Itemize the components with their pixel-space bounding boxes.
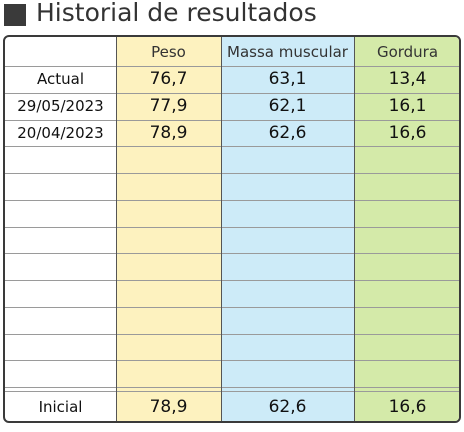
value-cell: 16,6	[388, 122, 427, 143]
row-line	[5, 334, 459, 335]
row-label: Actual	[37, 70, 84, 89]
row-line	[5, 227, 459, 228]
value-cell: 62,1	[268, 96, 307, 117]
row-line	[5, 146, 459, 147]
value-cell: 77,9	[149, 96, 188, 117]
row-label: 20/04/2023	[17, 123, 104, 142]
value-cell: 76,7	[149, 69, 188, 90]
row-line	[5, 253, 459, 254]
title: Historial de resultados	[36, 0, 317, 27]
column-background	[221, 37, 354, 421]
column-line	[354, 37, 355, 421]
title-icon	[4, 4, 26, 26]
row-line	[5, 280, 459, 281]
column-line	[221, 37, 222, 421]
row-line	[5, 387, 459, 388]
value-cell: 63,1	[268, 69, 307, 90]
row-line	[5, 200, 459, 201]
row-line	[5, 120, 459, 121]
column-header: Peso	[151, 42, 186, 61]
row-line	[5, 391, 459, 392]
row-line	[5, 66, 459, 67]
value-cell: 78,9	[149, 396, 188, 417]
row-line	[5, 173, 459, 174]
row-label: Inicial	[38, 397, 83, 416]
row-label: 29/05/2023	[17, 97, 104, 116]
column-background	[354, 37, 459, 421]
column-background	[116, 37, 221, 421]
value-cell: 62,6	[268, 396, 307, 417]
results-table: Peso Massa muscular Gordura Actual 76,7 63,1 1…	[3, 35, 461, 423]
column-header: Gordura	[376, 42, 439, 61]
row-line	[5, 360, 459, 361]
column-line	[116, 37, 117, 421]
row-line	[5, 93, 459, 94]
column-header: Massa muscular	[227, 42, 348, 61]
value-cell: 16,1	[388, 96, 427, 117]
row-line	[5, 307, 459, 308]
value-cell: 78,9	[149, 122, 188, 143]
value-cell: 16,6	[388, 396, 427, 417]
value-cell: 13,4	[388, 69, 427, 90]
value-cell: 62,6	[268, 122, 307, 143]
